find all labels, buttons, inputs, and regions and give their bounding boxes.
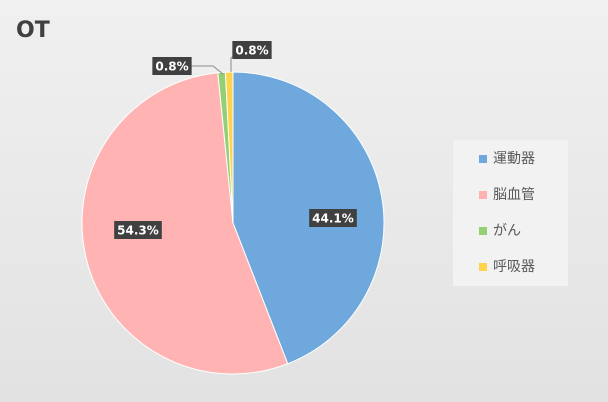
legend-swatch [479,191,487,199]
pie-slice [81,72,289,375]
data-label-box [114,221,162,239]
legend-swatch [479,155,487,163]
data-label: 0.8% [235,44,268,58]
legend-box [453,140,568,286]
data-label: 54.3% [117,224,159,238]
data-label-box [232,41,272,59]
legend-label: がん [493,223,521,239]
legend-label: 呼吸器 [493,259,535,275]
legend-label: 運動器 [493,151,535,167]
legend-swatch [479,263,487,271]
leader-line [190,65,224,75]
pie-slice [224,71,234,224]
pie-slice [232,71,385,365]
data-label-box [309,209,357,227]
legend-label: 脳血管 [493,187,535,203]
data-label: 44.1% [312,212,354,226]
data-label: 0.8% [155,60,188,74]
data-label-box [152,57,192,75]
chart-title: OT [16,18,50,43]
legend-swatch [479,227,487,235]
